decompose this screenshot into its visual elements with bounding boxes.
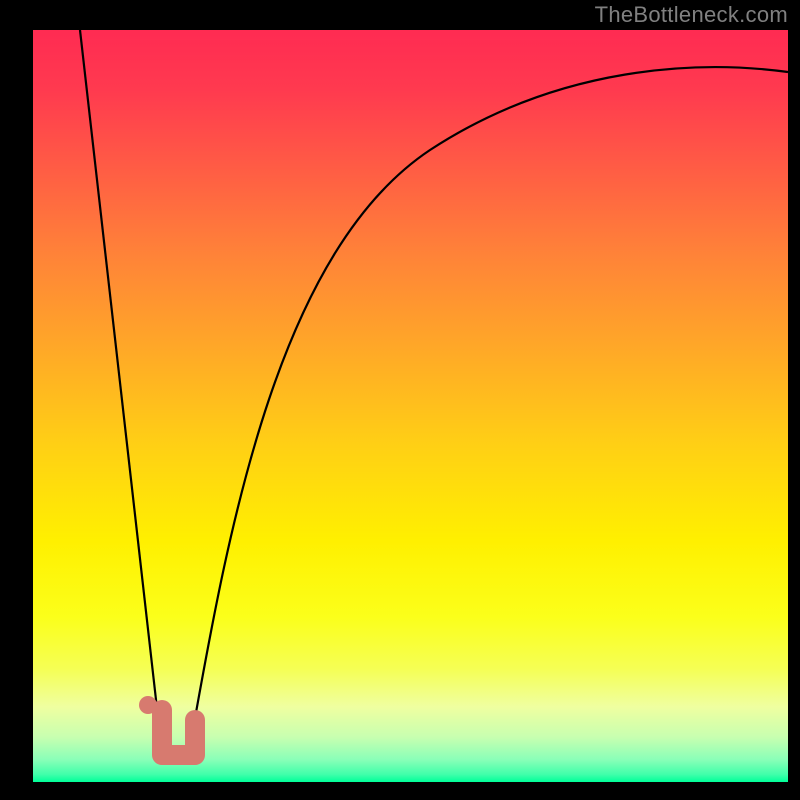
plot-area: [33, 30, 788, 782]
marker-dot: [139, 696, 157, 714]
plot-svg: [33, 30, 788, 782]
watermark-text: TheBottleneck.com: [595, 2, 788, 28]
gradient-background: [33, 30, 788, 782]
chart-container: TheBottleneck.com: [0, 0, 800, 800]
